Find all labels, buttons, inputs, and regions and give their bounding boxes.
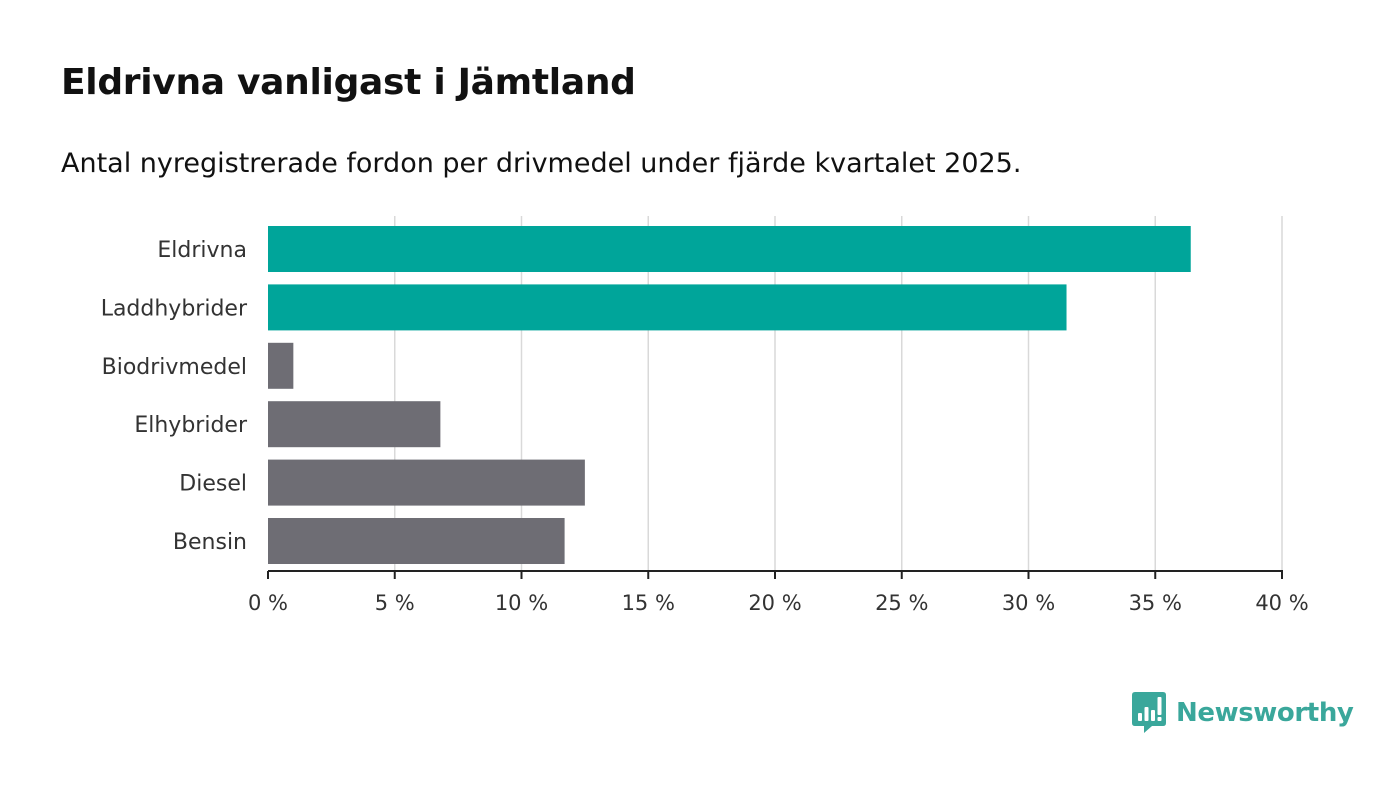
bars — [268, 226, 1191, 564]
x-tick-label-30: 30 % — [1002, 591, 1055, 615]
bar-elhybrider — [268, 401, 441, 448]
bar-bensin — [268, 518, 565, 564]
gridlines — [394, 216, 1283, 571]
x-tick-label-35: 35 % — [1129, 591, 1182, 615]
category-label-eldrivna: Eldrivna — [157, 238, 247, 263]
bar-biodrivmedel — [268, 342, 294, 389]
x-tick-label-20: 20 % — [748, 591, 801, 615]
bar-chart-bubble-icon — [1132, 692, 1166, 733]
category-label-bensin: Bensin — [173, 530, 247, 555]
category-label-elhybrider: Elhybrider — [134, 413, 248, 438]
category-label-diesel: Diesel — [179, 472, 247, 497]
newsworthy-brand: Newsworthy — [1132, 692, 1354, 734]
x-tick-label-25: 25 % — [875, 591, 928, 615]
chart-title: Eldrivna vanligast i Jämtland — [61, 62, 636, 103]
x-tick-label-40: 40 % — [1255, 591, 1308, 615]
x-tick-label-5: 5 % — [375, 591, 415, 615]
x-tick-label-10: 10 % — [495, 591, 548, 615]
category-label-biodrivmedel: Biodrivmedel — [102, 355, 247, 380]
bar-eldrivna — [268, 226, 1191, 272]
brand-name: Newsworthy — [1176, 698, 1354, 728]
x-tick-label-0: 0 % — [248, 591, 288, 615]
chart-subtitle: Antal nyregistrerade fordon per drivmede… — [61, 148, 1022, 179]
x-axis: 0 % 5 % 10 % 15 % 20 % 25 % 30 % 35 % 40 % — [248, 570, 1309, 615]
bar-laddhybrider — [268, 284, 1067, 331]
category-label-laddhybrider: Laddhybrider — [101, 296, 248, 321]
category-labels: Eldrivna Laddhybrider Biodrivmedel Elhybrid… — [101, 238, 248, 555]
x-tick-label-15: 15 % — [622, 591, 675, 615]
bar-chart: 0 % 5 % 10 % 15 % 20 % 25 % 30 % 35 % 40 % Eldri… — [101, 216, 1309, 615]
bar-diesel — [268, 459, 585, 506]
